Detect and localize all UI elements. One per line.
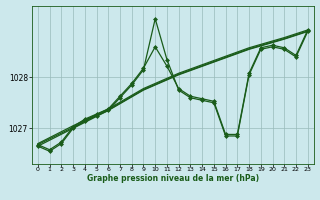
X-axis label: Graphe pression niveau de la mer (hPa): Graphe pression niveau de la mer (hPa) (87, 174, 259, 183)
